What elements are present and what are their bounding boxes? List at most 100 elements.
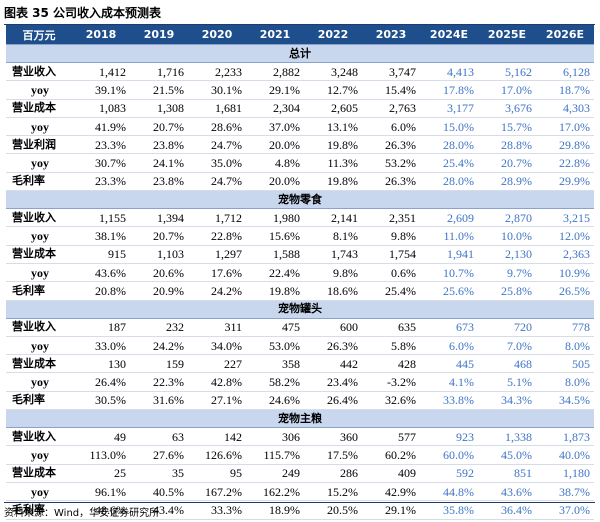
value-cell: 635 <box>362 318 420 337</box>
estimate-cell: 3,177 <box>420 99 478 118</box>
value-cell: 23.8% <box>130 135 188 155</box>
row-label: yoy <box>6 336 72 356</box>
value-cell: 22.3% <box>130 372 188 392</box>
value-cell: 1,308 <box>130 99 188 118</box>
value-cell: 1,103 <box>130 245 188 264</box>
value-cell: 21.5% <box>130 80 188 100</box>
value-cell: 26.3% <box>362 172 420 192</box>
row-label: 营业成本 <box>6 464 72 483</box>
value-cell: 358 <box>246 354 304 374</box>
section-header-row: 宠物罐头 <box>6 299 594 319</box>
estimate-cell: 20.7% <box>478 153 536 173</box>
table-row: 营业成本 130 159 227 358 442 428 445 468 505 <box>6 354 594 374</box>
table-row: 营业成本 25 35 95 249 286 409 592 851 1,180 <box>6 464 594 483</box>
value-cell: 113.0% <box>72 445 130 465</box>
value-cell: 20.7% <box>130 117 188 137</box>
value-cell: 1,681 <box>188 99 246 118</box>
value-cell: 29.1% <box>362 500 420 520</box>
header-year: 2020 <box>188 25 246 45</box>
value-cell: 29.1% <box>246 80 304 100</box>
table-row: 毛利率 48.6% 43.4% 33.3% 18.9% 20.5% 29.1% 35.8% 36… <box>6 500 594 520</box>
value-cell: 23.4% <box>304 372 362 392</box>
value-cell: 31.6% <box>130 391 188 411</box>
estimate-cell: 4.1% <box>420 372 478 392</box>
section-title: 宠物主粮 <box>6 409 594 429</box>
table-row: 营业收入 1,412 1,716 2,233 2,882 3,248 3,747 4,413 5… <box>6 62 594 82</box>
value-cell: 24.1% <box>130 153 188 173</box>
value-cell: 53.0% <box>246 336 304 356</box>
value-cell: 15.6% <box>246 226 304 246</box>
value-cell: 130 <box>72 354 130 374</box>
estimate-cell: 17.0% <box>536 117 594 137</box>
header-year: 2019 <box>130 25 188 45</box>
estimate-cell: 28.8% <box>478 135 536 155</box>
estimate-cell: 7.0% <box>478 336 536 356</box>
estimate-cell: 3,215 <box>536 208 594 228</box>
row-label: 营业收入 <box>6 208 72 228</box>
value-cell: 1,412 <box>72 62 130 82</box>
section-title: 宠物零食 <box>6 190 594 210</box>
value-cell: 33.0% <box>72 336 130 356</box>
value-cell: 2,304 <box>246 99 304 118</box>
value-cell: 18.6% <box>304 281 362 301</box>
estimate-cell: 4,413 <box>420 62 478 82</box>
estimate-cell: 6.0% <box>420 336 478 356</box>
value-cell: 18.9% <box>246 500 304 520</box>
value-cell: 2,763 <box>362 99 420 118</box>
value-cell: 9.8% <box>362 226 420 246</box>
estimate-cell: 18.7% <box>536 80 594 100</box>
value-cell: 48.6% <box>72 500 130 520</box>
value-cell: 2,351 <box>362 208 420 228</box>
estimate-cell: 26.5% <box>536 281 594 301</box>
estimate-cell: 38.7% <box>536 482 594 502</box>
estimate-cell: 22.8% <box>536 153 594 173</box>
value-cell: 39.1% <box>72 80 130 100</box>
header-year: 2023 <box>362 25 420 45</box>
value-cell: 26.4% <box>304 391 362 411</box>
estimate-cell: 6,128 <box>536 62 594 82</box>
section-header-row: 总计 <box>6 44 594 63</box>
value-cell: 23.8% <box>130 172 188 192</box>
value-cell: 1,716 <box>130 62 188 82</box>
value-cell: 20.7% <box>130 226 188 246</box>
value-cell: 428 <box>362 354 420 374</box>
row-label: 毛利率 <box>6 391 72 411</box>
value-cell: 42.8% <box>188 372 246 392</box>
estimate-cell: 11.0% <box>420 226 478 246</box>
value-cell: 2,882 <box>246 62 304 82</box>
estimate-cell: 2,363 <box>536 245 594 264</box>
value-cell: 28.6% <box>188 117 246 137</box>
value-cell: 4.8% <box>246 153 304 173</box>
estimate-cell: 25.8% <box>478 281 536 301</box>
value-cell: 2,141 <box>304 208 362 228</box>
value-cell: 38.1% <box>72 226 130 246</box>
estimate-cell: 2,609 <box>420 208 478 228</box>
value-cell: 1,394 <box>130 208 188 228</box>
value-cell: 12.7% <box>304 80 362 100</box>
row-label: 营业收入 <box>6 318 72 337</box>
value-cell: 1,980 <box>246 208 304 228</box>
estimate-cell: 2,870 <box>478 208 536 228</box>
value-cell: 20.9% <box>130 281 188 301</box>
estimate-cell: 40.0% <box>536 445 594 465</box>
value-cell: 53.2% <box>362 153 420 173</box>
value-cell: 27.1% <box>188 391 246 411</box>
table-row: 毛利率 23.3% 23.8% 24.7% 20.0% 19.8% 26.3% 28.0% 28… <box>6 172 594 192</box>
estimate-cell: 468 <box>478 354 536 374</box>
value-cell: 17.5% <box>304 445 362 465</box>
estimate-cell: 44.8% <box>420 482 478 502</box>
estimate-cell: 37.0% <box>536 500 594 520</box>
estimate-cell: 33.8% <box>420 391 478 411</box>
estimate-cell: 10.7% <box>420 263 478 283</box>
header-year: 2018 <box>72 25 130 45</box>
value-cell: 187 <box>72 318 130 337</box>
table-row: yoy 43.6% 20.6% 17.6% 22.4% 9.8% 0.6% 10.7% 9.7%… <box>6 263 594 283</box>
value-cell: 227 <box>188 354 246 374</box>
value-cell: 26.3% <box>304 336 362 356</box>
value-cell: 360 <box>304 427 362 447</box>
value-cell: 27.6% <box>130 445 188 465</box>
value-cell: 9.8% <box>304 263 362 283</box>
row-label: 毛利率 <box>6 172 72 192</box>
table-row: yoy 26.4% 22.3% 42.8% 58.2% 23.4% -3.2% 4.1% 5.1… <box>6 372 594 392</box>
value-cell: 286 <box>304 464 362 483</box>
